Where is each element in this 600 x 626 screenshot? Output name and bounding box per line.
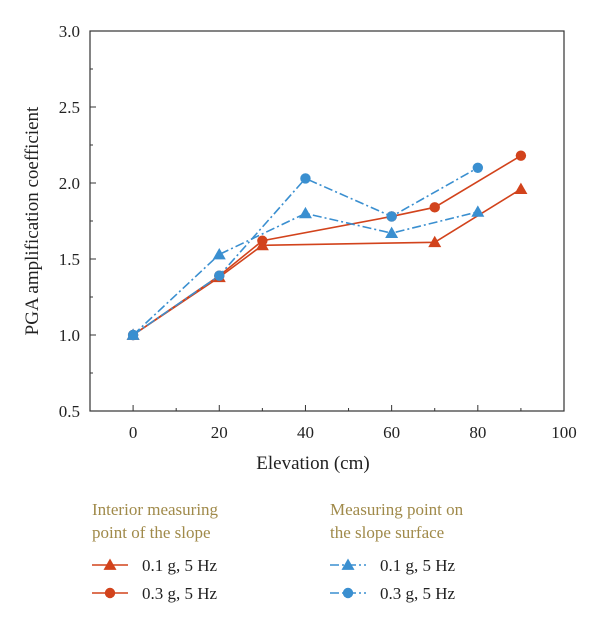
data-point (385, 226, 399, 239)
data-point (300, 173, 311, 184)
series-line (132, 211, 479, 336)
series-line (132, 167, 479, 336)
data-point (386, 211, 397, 222)
series-2 (126, 205, 485, 340)
y-tick-label: 1.5 (59, 250, 80, 269)
legend-label: 0.1 g, 5 Hz (380, 556, 456, 575)
legend-heading: Interior measuring (92, 500, 219, 519)
y-tick-label: 2.0 (59, 174, 80, 193)
plot-frame (89, 30, 565, 412)
x-tick-label: 100 (551, 423, 577, 442)
x-tick-label: 40 (297, 423, 314, 442)
series-1 (127, 150, 527, 341)
plot-area (126, 150, 528, 341)
x-axis-title: Elevation (cm) (256, 453, 369, 474)
legend-label: 0.1 g, 5 Hz (142, 556, 218, 575)
data-point (471, 205, 485, 217)
data-point (515, 150, 527, 161)
y-tick-label: 0.5 (59, 402, 80, 421)
y-tick-label: 1.0 (59, 326, 80, 345)
legend-marker (341, 558, 355, 570)
series-line (132, 154, 522, 336)
data-point (472, 162, 484, 173)
y-tick-label: 3.0 (59, 22, 80, 41)
x-tick-label: 0 (129, 423, 138, 442)
legend-marker (104, 587, 116, 599)
legend-heading: the slope surface (330, 523, 444, 542)
axes: 0.5 1.0 1.5 2.0 2.5 3.0 0 20 40 60 80 100 Elevation … (22, 22, 577, 474)
legend: Interior measuring point of the slope 0.1 … (92, 500, 464, 603)
data-point (127, 329, 139, 341)
series-0 (126, 182, 528, 340)
x-tick-label: 60 (383, 423, 400, 442)
data-point (212, 247, 226, 260)
y-axis-title: PGA amplification coefficient (22, 106, 43, 335)
data-point (428, 235, 442, 248)
data-point (257, 235, 268, 246)
legend-label: 0.3 g, 5 Hz (142, 584, 218, 603)
legend-marker (342, 587, 354, 599)
data-point (298, 206, 312, 219)
legend-marker (103, 558, 117, 570)
legend-label: 0.3 g, 5 Hz (380, 584, 456, 603)
y-tick-label: 2.5 (59, 98, 80, 117)
data-point (429, 202, 440, 213)
data-point (214, 270, 225, 281)
x-tick-label: 20 (211, 423, 228, 442)
x-tick-label: 80 (469, 423, 486, 442)
legend-heading: Measuring point on (330, 500, 464, 519)
legend-heading: point of the slope (92, 523, 211, 542)
data-point (514, 182, 528, 194)
series-3 (127, 162, 484, 341)
series-line (132, 188, 522, 336)
